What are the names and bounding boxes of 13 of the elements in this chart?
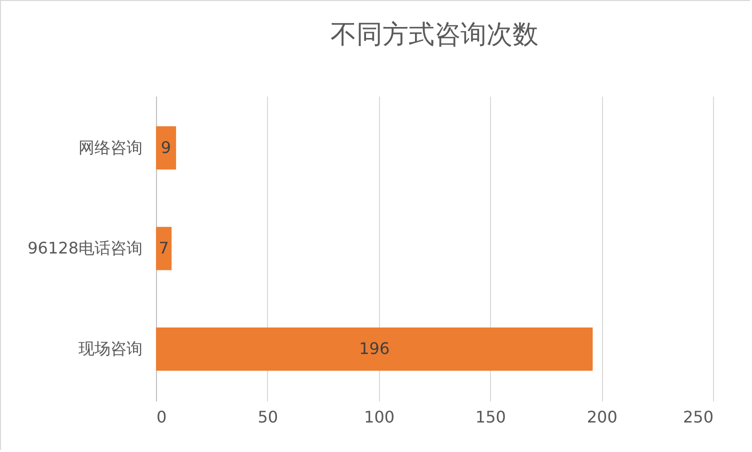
x-tick-label: 200 bbox=[586, 408, 618, 426]
x-tick-label: 50 bbox=[258, 408, 278, 426]
x-tick-label: 150 bbox=[475, 408, 506, 426]
y-tick-label: 96128电话咨询 bbox=[28, 238, 142, 258]
chart-title: 不同方式咨询次数 bbox=[330, 20, 538, 50]
x-tick-label: 100 bbox=[364, 408, 395, 426]
y-tick-label: 网络咨询 bbox=[78, 138, 142, 157]
y-tick-label: 现场咨询 bbox=[78, 339, 142, 358]
x-tick-label: 250 bbox=[682, 408, 714, 426]
data-label: 9 bbox=[160, 138, 172, 157]
x-tick-label: 0 bbox=[156, 408, 167, 426]
data-label: 7 bbox=[158, 238, 169, 258]
data-label: 196 bbox=[359, 339, 390, 358]
